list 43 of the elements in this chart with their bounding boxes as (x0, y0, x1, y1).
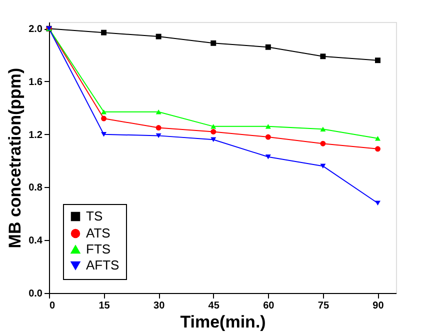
point (210, 128, 216, 134)
y-tick-label: 1.6 (28, 76, 43, 88)
x-tick-label: 75 (318, 300, 330, 312)
point (156, 133, 162, 138)
point (210, 137, 216, 142)
y-tick-label: 2.0 (28, 24, 43, 36)
point (320, 140, 326, 146)
point (265, 154, 271, 160)
x-tick-label: 30 (154, 300, 166, 312)
point (375, 58, 380, 64)
x-tick-label: 0 (50, 300, 56, 312)
y-tick-label: 0.4 (28, 236, 43, 247)
point (101, 110, 107, 114)
x-tick-label: 60 (263, 300, 275, 312)
point (265, 134, 271, 140)
point (320, 54, 326, 60)
x-tick-label: 15 (98, 300, 110, 312)
point (265, 44, 271, 50)
legend-label: ATS (86, 226, 111, 240)
y-tick-label: 0.0 (28, 288, 43, 300)
point (375, 146, 380, 152)
x-tick-label: 45 (208, 300, 220, 312)
point (375, 136, 380, 141)
y-tick-label: 0.8 (28, 182, 43, 194)
point (375, 200, 380, 206)
point (156, 110, 162, 114)
y-tick-label: 1.2 (28, 130, 43, 141)
point (101, 132, 107, 137)
legend-label: TS (86, 208, 103, 224)
x-axis-title: Time(min.) (180, 312, 266, 332)
point (265, 124, 271, 129)
point (210, 40, 216, 46)
point (156, 125, 162, 130)
point (101, 116, 107, 122)
point (156, 34, 162, 40)
x-tick-label: 90 (372, 300, 384, 312)
legend-label: FTS (86, 242, 111, 256)
point (101, 30, 107, 36)
point (210, 124, 216, 129)
legend-label: AFTS (86, 258, 120, 272)
point (320, 164, 326, 168)
y-axis-title: MB concetration(ppm) (6, 68, 25, 248)
point (320, 126, 326, 132)
